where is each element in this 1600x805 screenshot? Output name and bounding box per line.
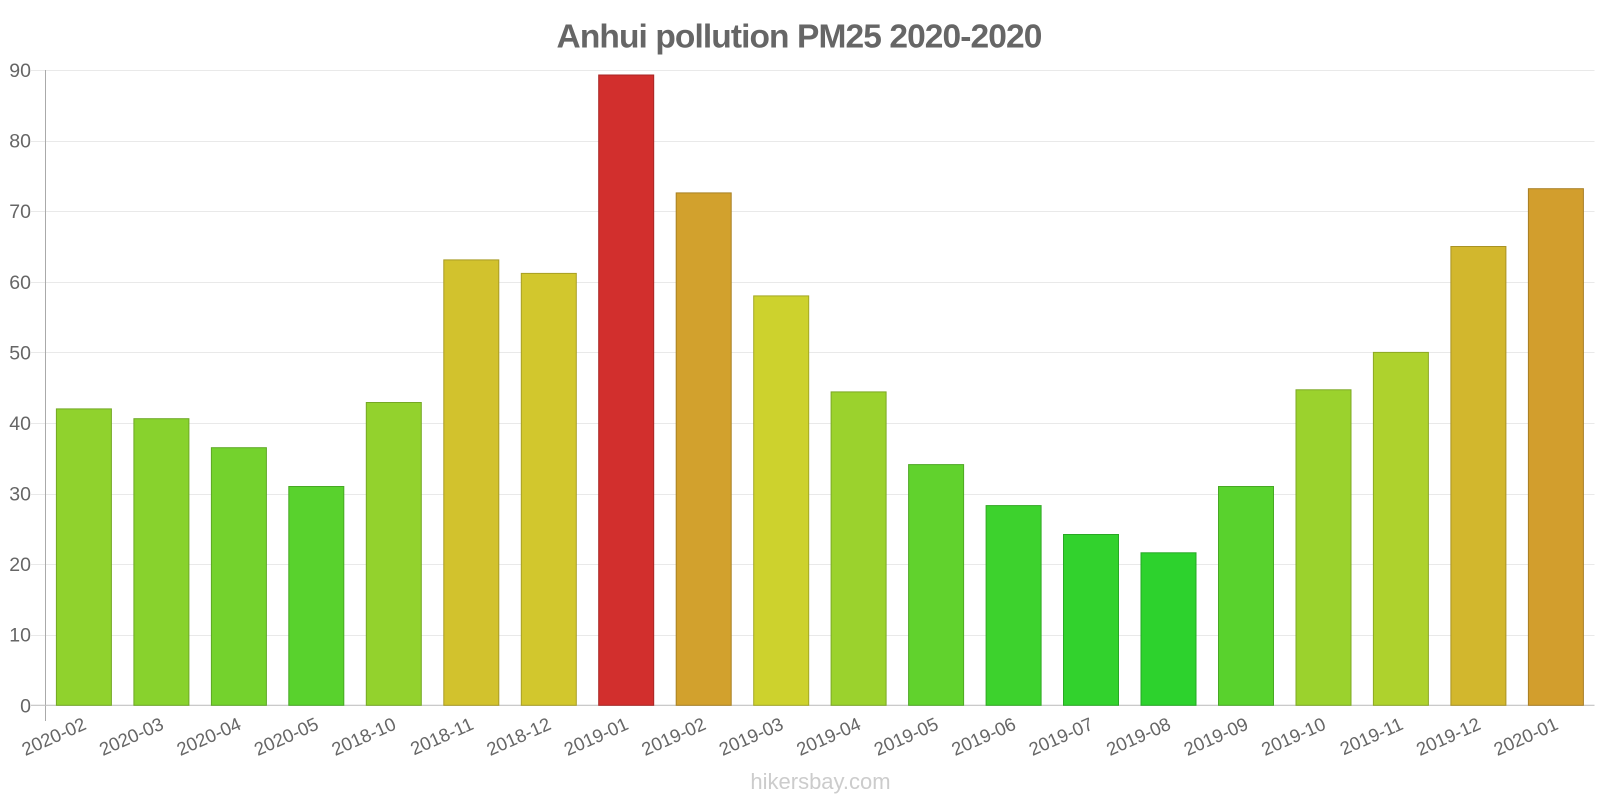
svg-text:90: 90 [9, 60, 31, 82]
svg-text:0: 0 [20, 695, 31, 717]
svg-text:50: 50 [9, 342, 31, 364]
svg-text:80: 80 [9, 131, 31, 153]
svg-text:10: 10 [9, 625, 31, 647]
svg-text:hikersbay.com: hikersbay.com [750, 769, 890, 794]
svg-text:70: 70 [9, 201, 31, 223]
svg-text:20: 20 [9, 554, 31, 576]
svg-text:60: 60 [9, 272, 31, 294]
svg-text:40: 40 [9, 413, 31, 435]
svg-text:Anhui pollution PM25 2020-2020: Anhui pollution PM25 2020-2020 [557, 19, 1042, 56]
svg-text:30: 30 [9, 484, 31, 506]
